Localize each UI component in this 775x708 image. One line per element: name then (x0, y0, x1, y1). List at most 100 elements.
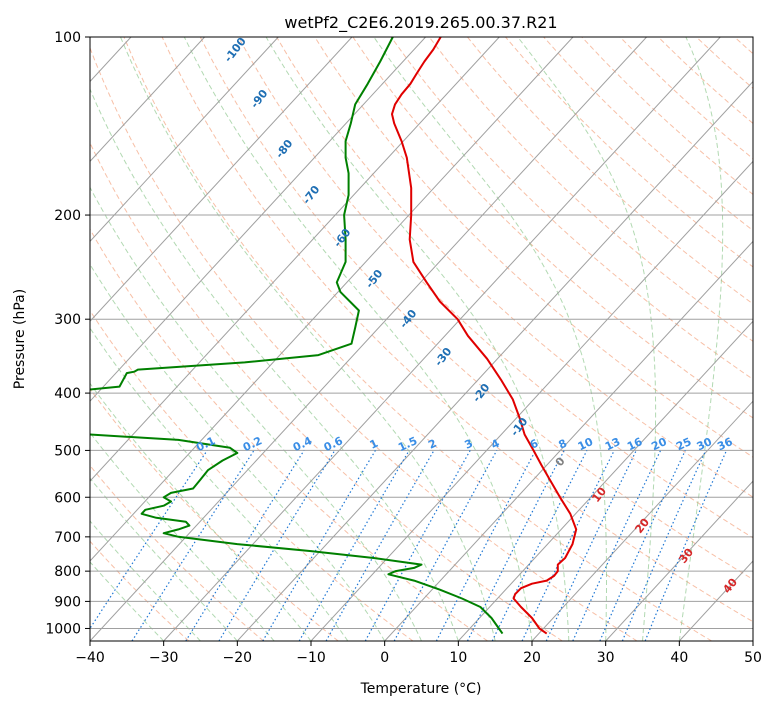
isotherm-label: 0 (553, 455, 568, 469)
isotherm-line (90, 37, 353, 322)
mixing-ratio-label: 1 (368, 437, 380, 452)
dry-adiabat-line (123, 37, 712, 641)
x-tick-label: 0 (380, 650, 389, 666)
moist-adiabat-line (90, 520, 201, 641)
mixing-ratio-label: 0.1 (194, 434, 217, 454)
mixing-ratio-line (393, 450, 498, 641)
y-tick-label: 700 (54, 530, 81, 546)
isotherm-line (384, 240, 753, 641)
isotherm-line (310, 160, 753, 641)
moist-adiabat-line (183, 37, 533, 641)
moist-adiabat-line (517, 37, 657, 641)
mixing-ratio-line (466, 450, 565, 641)
isotherm-line (90, 37, 574, 562)
y-tick-label: 1000 (45, 621, 81, 637)
x-tick-label: 40 (670, 650, 688, 666)
y-axis-label: Pressure (hPa) (12, 289, 28, 389)
moist-adiabat-line (678, 37, 724, 641)
isotherm-line (605, 480, 753, 641)
moist-adiabat-line (265, 37, 570, 641)
x-tick-label: 10 (449, 650, 467, 666)
dry-adiabat-line (90, 141, 563, 641)
isotherm-line (0, 37, 57, 641)
mixing-ratio-line (185, 450, 305, 641)
mixing-ratio-label: 13 (603, 435, 622, 453)
moist-adiabat-line (90, 327, 349, 641)
profiles (90, 37, 578, 635)
mixing-ratio-label: 16 (625, 435, 645, 453)
mixing-ratio-line (491, 450, 588, 641)
dry-adiabat-line (90, 309, 414, 641)
dry-adiabat-line (543, 37, 753, 232)
temperature-line (391, 37, 578, 635)
y-tick-label: 400 (54, 386, 81, 402)
isotherm-label: -10 (508, 415, 531, 439)
isotherm-line (236, 80, 753, 641)
moist-adiabat-line (90, 87, 459, 641)
mixing-ratio-label: 0.6 (322, 434, 345, 454)
mixing-ratio-line (325, 450, 435, 641)
y-axis: 1000 900 800 700 600 500 400 300 200 100 (45, 30, 90, 637)
dry-adiabat-line (581, 37, 753, 195)
isotherm-label: -80 (273, 137, 296, 161)
mixing-ratio-line (364, 450, 471, 641)
moist-adiabats (90, 37, 724, 641)
dry-adiabat-line (467, 37, 753, 305)
y-tick-label: 600 (54, 490, 81, 506)
isotherm-line (457, 320, 753, 641)
x-tick-label: −10 (296, 650, 326, 666)
isotherm-label: -90 (248, 87, 271, 111)
dry-adiabat-line (619, 37, 753, 160)
mixing-ratio-label: 25 (674, 435, 693, 453)
x-tick-label: −40 (75, 650, 105, 666)
dry-adiabat-line (161, 37, 753, 623)
dewpoint-line (90, 37, 504, 635)
plot-frame (89, 36, 754, 642)
dry-adiabat-line (428, 37, 753, 342)
dry-adiabat-line (390, 37, 753, 380)
y-tick-label: 500 (54, 443, 81, 459)
isotherm-line (90, 37, 426, 402)
plot-area: 0.1 0.2 0.4 0.6 1 1.5 2 3 4 6 8 10 13 16 20 25 30 36-100-… (0, 37, 753, 641)
isotherm-label: 10 (589, 485, 609, 505)
dry-adiabat-line (237, 37, 753, 539)
moist-adiabat-line (90, 186, 422, 641)
mixing-ratio-label: 20 (649, 435, 669, 453)
mixing-ratio-line (644, 450, 728, 641)
mixing-ratio-label: 10 (576, 435, 596, 453)
isotherm-label: -50 (363, 267, 386, 291)
dry-adiabat-line (199, 37, 753, 580)
dry-adiabat-line (90, 388, 339, 641)
isotherm-line (90, 37, 279, 243)
mixing-ratio-lines (90, 450, 728, 641)
x-tick-label: −30 (149, 650, 179, 666)
x-axis: −40 −30 −20 −10 0 10 20 30 40 50 (75, 641, 762, 666)
mixing-ratio-line (262, 450, 376, 641)
x-tick-label: 20 (523, 650, 541, 666)
x-tick-label: 30 (597, 650, 615, 666)
moist-adiabat-line (373, 37, 607, 641)
mixing-ratio-label: 8 (557, 437, 569, 452)
moist-adiabat-line (90, 477, 238, 641)
mixing-ratio-line (218, 450, 336, 641)
isotherm-label: -60 (331, 226, 354, 250)
isotherm-line (90, 37, 205, 163)
x-axis-label: Temperature (°C) (360, 681, 482, 697)
mixing-ratio-label: 6 (528, 437, 541, 452)
mixing-ratio-line (90, 450, 208, 630)
dry-adiabat-line (90, 540, 190, 641)
dry-adiabat-line (734, 37, 753, 55)
mixing-ratio-line (599, 450, 686, 641)
moist-adiabat-line (90, 382, 312, 641)
mixing-ratio-line (572, 450, 662, 641)
dry-adiabat-line (90, 464, 264, 641)
isotherm-line (678, 560, 753, 641)
isotherm-line (163, 37, 721, 641)
isotherms (0, 37, 753, 641)
mixing-ratio-label: 1.5 (396, 434, 419, 454)
dry-adiabat-line (90, 46, 638, 641)
y-tick-label: 100 (54, 30, 81, 46)
moist-adiabat-line (90, 432, 275, 641)
x-tick-label: 50 (744, 650, 762, 666)
